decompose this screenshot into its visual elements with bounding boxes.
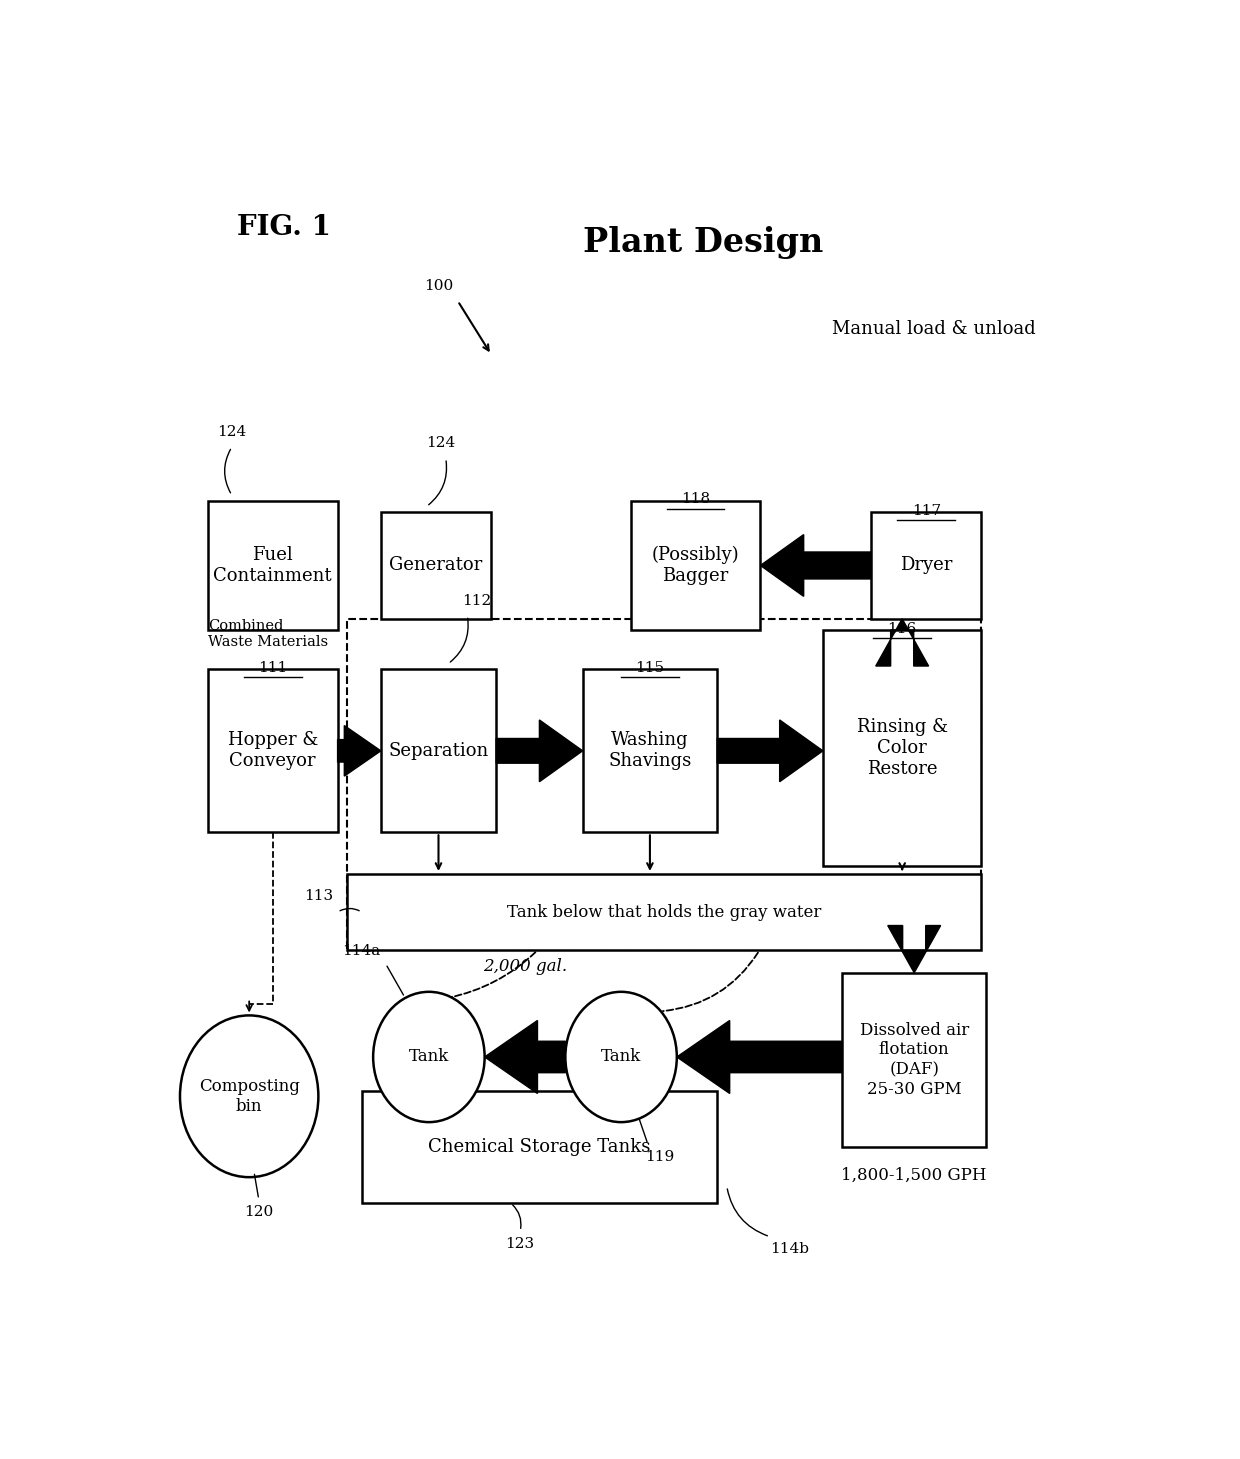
Text: 1,800-1,500 GPH: 1,800-1,500 GPH — [842, 1167, 987, 1185]
Text: 123: 123 — [506, 1237, 534, 1250]
Polygon shape — [496, 719, 583, 782]
Text: 114b: 114b — [770, 1243, 808, 1256]
Bar — [870, 512, 982, 619]
Bar — [347, 874, 982, 950]
Text: 120: 120 — [244, 1205, 273, 1220]
Text: 124: 124 — [427, 436, 456, 451]
Text: Tank: Tank — [409, 1049, 449, 1065]
Text: Hopper &
Conveyor: Hopper & Conveyor — [227, 731, 317, 770]
Bar — [842, 973, 986, 1147]
Text: 111: 111 — [258, 661, 288, 676]
Bar — [347, 619, 982, 950]
Text: 114a: 114a — [342, 944, 381, 959]
Polygon shape — [337, 725, 381, 776]
Text: FIG. 1: FIG. 1 — [237, 214, 331, 241]
Bar — [823, 630, 982, 867]
Polygon shape — [485, 1020, 565, 1093]
Text: Chemical Storage Tanks: Chemical Storage Tanks — [428, 1138, 651, 1156]
Text: Combined
Waste Materials: Combined Waste Materials — [208, 619, 327, 649]
Ellipse shape — [180, 1015, 319, 1177]
Text: 118: 118 — [681, 493, 711, 506]
Polygon shape — [677, 1020, 842, 1093]
Text: 124: 124 — [217, 425, 247, 439]
Text: 117: 117 — [911, 503, 941, 518]
Text: Dryer: Dryer — [900, 556, 952, 575]
Polygon shape — [888, 925, 941, 973]
Text: Tank below that holds the gray water: Tank below that holds the gray water — [507, 903, 822, 921]
Text: 116: 116 — [888, 622, 916, 636]
Text: 115: 115 — [635, 661, 665, 676]
Ellipse shape — [373, 992, 485, 1122]
Bar — [381, 512, 491, 619]
Polygon shape — [875, 619, 929, 665]
Text: Plant Design: Plant Design — [583, 226, 823, 258]
Polygon shape — [760, 534, 870, 597]
Text: Manual load & unload: Manual load & unload — [832, 320, 1035, 338]
Text: 112: 112 — [463, 594, 492, 607]
Text: Washing
Shavings: Washing Shavings — [609, 731, 692, 770]
Bar — [583, 670, 717, 832]
Bar — [381, 670, 496, 832]
Text: 100: 100 — [424, 279, 453, 293]
Ellipse shape — [565, 992, 677, 1122]
Bar — [208, 670, 337, 832]
Text: (Possibly)
Bagger: (Possibly) Bagger — [652, 546, 739, 585]
Text: 119: 119 — [645, 1150, 675, 1164]
Text: Rinsing &
Color
Restore: Rinsing & Color Restore — [857, 718, 947, 778]
Text: 113: 113 — [304, 889, 332, 903]
Text: Fuel
Containment: Fuel Containment — [213, 546, 332, 585]
Bar — [631, 500, 760, 630]
Bar — [362, 1091, 717, 1204]
Bar — [208, 500, 337, 630]
Text: Dissolved air
flotation
(DAF)
25-30 GPM: Dissolved air flotation (DAF) 25-30 GPM — [859, 1021, 968, 1097]
Text: Generator: Generator — [389, 556, 482, 575]
Polygon shape — [717, 719, 823, 782]
Text: Tank: Tank — [601, 1049, 641, 1065]
Text: Separation: Separation — [388, 741, 489, 760]
Text: Composting
bin: Composting bin — [198, 1078, 300, 1115]
Text: 2,000 gal.: 2,000 gal. — [482, 959, 567, 975]
